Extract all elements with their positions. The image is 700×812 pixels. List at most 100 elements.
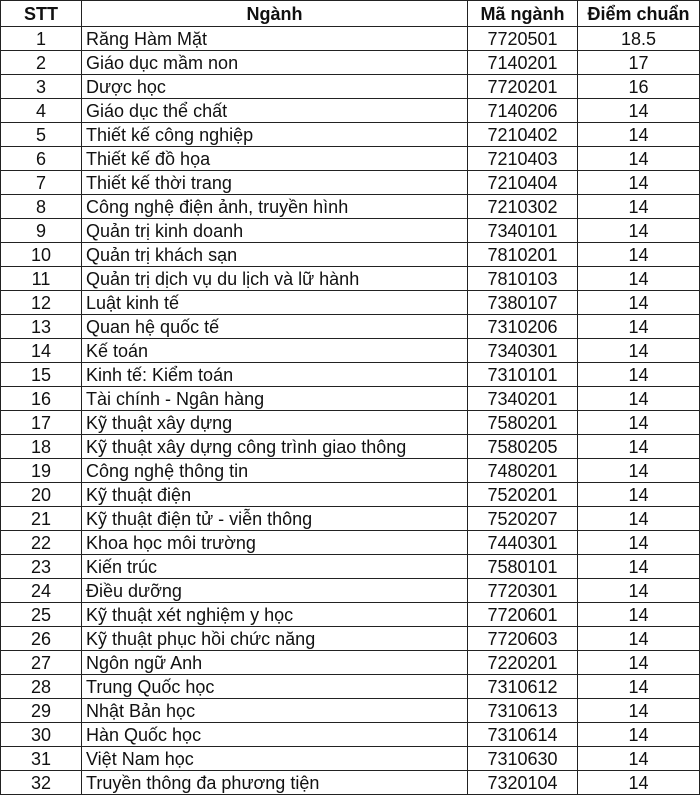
table-row: 7 Thiết kế thời trang 7210404 14: [0, 170, 700, 195]
cell-diem-chuan: 14: [577, 218, 700, 243]
cell-stt: 28: [0, 674, 82, 699]
table-row: 11 Quản trị dịch vụ du lịch và lữ hành 781…: [0, 266, 700, 291]
cell-nganh: Công nghệ điện ảnh, truyền hình: [81, 194, 468, 219]
admission-scores-table: STT Ngành Mã ngành Điểm chuẩn 1 Răng Hàm …: [0, 0, 700, 795]
cell-ma-nganh: 7310613: [467, 698, 578, 723]
cell-nganh: Dược học: [81, 74, 468, 99]
cell-stt: 12: [0, 290, 82, 315]
cell-diem-chuan: 14: [577, 98, 700, 123]
cell-stt: 6: [0, 146, 82, 171]
cell-diem-chuan: 14: [577, 410, 700, 435]
cell-stt: 1: [0, 26, 82, 51]
cell-stt: 24: [0, 578, 82, 603]
cell-diem-chuan: 17: [577, 50, 700, 75]
table-row: 9 Quản trị kinh doanh 7340101 14: [0, 218, 700, 243]
cell-nganh: Kỹ thuật điện tử - viễn thông: [81, 506, 468, 531]
cell-ma-nganh: 7210404: [467, 170, 578, 195]
table-row: 29 Nhật Bản học 7310613 14: [0, 698, 700, 723]
cell-ma-nganh: 7210302: [467, 194, 578, 219]
cell-nganh: Điều dưỡng: [81, 578, 468, 603]
table-row: 14 Kế toán 7340301 14: [0, 338, 700, 363]
cell-ma-nganh: 7340101: [467, 218, 578, 243]
cell-diem-chuan: 14: [577, 482, 700, 507]
cell-stt: 9: [0, 218, 82, 243]
table-row: 6 Thiết kế đồ họa 7210403 14: [0, 146, 700, 171]
cell-nganh: Truyền thông đa phương tiện: [81, 770, 468, 795]
cell-nganh: Hàn Quốc học: [81, 722, 468, 747]
cell-stt: 31: [0, 746, 82, 771]
cell-ma-nganh: 7380107: [467, 290, 578, 315]
cell-diem-chuan: 14: [577, 698, 700, 723]
cell-ma-nganh: 7580101: [467, 554, 578, 579]
cell-stt: 14: [0, 338, 82, 363]
cell-ma-nganh: 7440301: [467, 530, 578, 555]
cell-stt: 26: [0, 626, 82, 651]
cell-ma-nganh: 7480201: [467, 458, 578, 483]
table-row: 28 Trung Quốc học 7310612 14: [0, 674, 700, 699]
cell-diem-chuan: 14: [577, 674, 700, 699]
cell-stt: 25: [0, 602, 82, 627]
cell-nganh: Kỹ thuật điện: [81, 482, 468, 507]
cell-nganh: Kỹ thuật xây dựng công trình giao thông: [81, 434, 468, 459]
cell-stt: 3: [0, 74, 82, 99]
cell-ma-nganh: 7320104: [467, 770, 578, 795]
table-row: 25 Kỹ thuật xét nghiệm y học 7720601 14: [0, 602, 700, 627]
cell-stt: 23: [0, 554, 82, 579]
table-row: 30 Hàn Quốc học 7310614 14: [0, 722, 700, 747]
table-row: 16 Tài chính - Ngân hàng 7340201 14: [0, 386, 700, 411]
cell-nganh: Việt Nam học: [81, 746, 468, 771]
cell-stt: 8: [0, 194, 82, 219]
cell-diem-chuan: 14: [577, 242, 700, 267]
table-row: 18 Kỹ thuật xây dựng công trình giao thôn…: [0, 434, 700, 459]
table-body: 1 Răng Hàm Mặt 7720501 18.5 2 Giáo dục mầm no…: [0, 26, 700, 795]
cell-ma-nganh: 7520207: [467, 506, 578, 531]
cell-diem-chuan: 14: [577, 530, 700, 555]
cell-stt: 4: [0, 98, 82, 123]
cell-diem-chuan: 14: [577, 554, 700, 579]
cell-ma-nganh: 7720601: [467, 602, 578, 627]
table-row: 20 Kỹ thuật điện 7520201 14: [0, 482, 700, 507]
cell-stt: 10: [0, 242, 82, 267]
table-row: 17 Kỹ thuật xây dựng 7580201 14: [0, 410, 700, 435]
cell-ma-nganh: 7210403: [467, 146, 578, 171]
cell-diem-chuan: 14: [577, 146, 700, 171]
cell-ma-nganh: 7580201: [467, 410, 578, 435]
cell-nganh: Khoa học môi trường: [81, 530, 468, 555]
cell-nganh: Thiết kế đồ họa: [81, 146, 468, 171]
cell-nganh: Ngôn ngữ Anh: [81, 650, 468, 675]
cell-diem-chuan: 14: [577, 290, 700, 315]
table-row: 27 Ngôn ngữ Anh 7220201 14: [0, 650, 700, 675]
cell-diem-chuan: 14: [577, 506, 700, 531]
cell-diem-chuan: 14: [577, 314, 700, 339]
cell-diem-chuan: 16: [577, 74, 700, 99]
cell-diem-chuan: 14: [577, 122, 700, 147]
header-diem-chuan: Điểm chuẩn: [577, 0, 700, 27]
header-ma-nganh: Mã ngành: [467, 0, 578, 27]
table-row: 2 Giáo dục mầm non 7140201 17: [0, 50, 700, 75]
cell-diem-chuan: 14: [577, 170, 700, 195]
cell-stt: 11: [0, 266, 82, 291]
cell-diem-chuan: 14: [577, 770, 700, 795]
cell-diem-chuan: 18.5: [577, 26, 700, 51]
table-row: 26 Kỹ thuật phục hồi chức năng 7720603 14: [0, 626, 700, 651]
cell-nganh: Luật kinh tế: [81, 290, 468, 315]
header-stt: STT: [0, 0, 82, 27]
cell-ma-nganh: 7340301: [467, 338, 578, 363]
table-row: 1 Răng Hàm Mặt 7720501 18.5: [0, 26, 700, 51]
cell-stt: 15: [0, 362, 82, 387]
cell-nganh: Thiết kế công nghiệp: [81, 122, 468, 147]
cell-stt: 5: [0, 122, 82, 147]
cell-ma-nganh: 7310612: [467, 674, 578, 699]
table-row: 31 Việt Nam học 7310630 14: [0, 746, 700, 771]
cell-ma-nganh: 7220201: [467, 650, 578, 675]
cell-stt: 2: [0, 50, 82, 75]
cell-ma-nganh: 7720603: [467, 626, 578, 651]
cell-diem-chuan: 14: [577, 266, 700, 291]
cell-nganh: Giáo dục thể chất: [81, 98, 468, 123]
header-nganh: Ngành: [81, 0, 468, 27]
cell-diem-chuan: 14: [577, 746, 700, 771]
table-row: 10 Quản trị khách sạn 7810201 14: [0, 242, 700, 267]
cell-nganh: Thiết kế thời trang: [81, 170, 468, 195]
cell-ma-nganh: 7520201: [467, 482, 578, 507]
table-row: 15 Kinh tế: Kiểm toán 7310101 14: [0, 362, 700, 387]
